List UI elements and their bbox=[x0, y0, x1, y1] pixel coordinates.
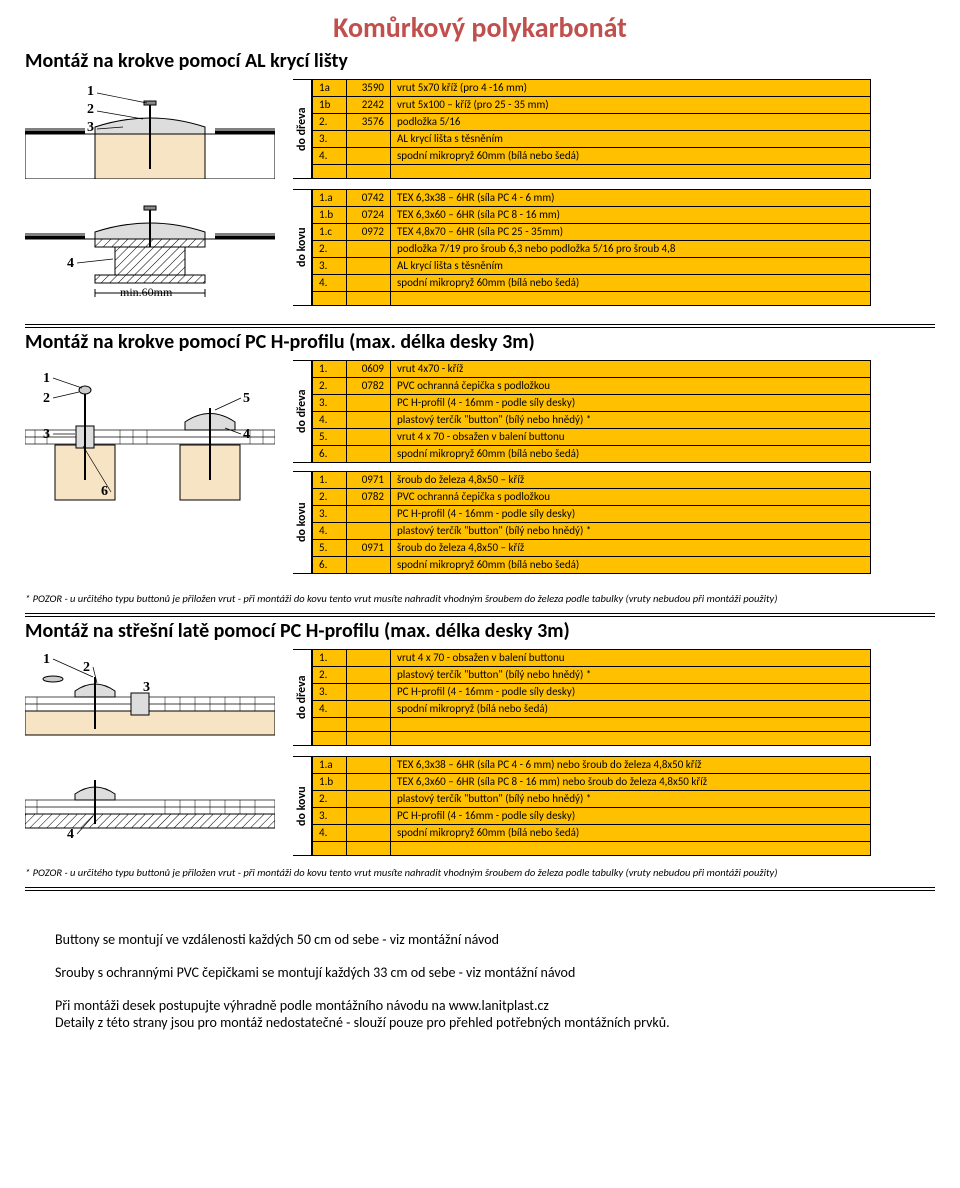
table-row: 2.plastový terčík "button" (bílý nebo hn… bbox=[313, 791, 871, 808]
section3-table-kovu: do kovu 1.aTEX 6,3x38 – 6HR (síla PC 4 -… bbox=[293, 756, 871, 856]
section3-row-kovu: 4 do kovu 1.aTEX 6,3x38 – 6HR (síla PC 4… bbox=[25, 756, 935, 856]
vlabel-kovu: do kovu bbox=[293, 189, 312, 306]
section3-row-dreva: 1 2 3 do dřeva 1.vrut 4 x 70 - obsažen v… bbox=[25, 649, 935, 746]
section1-table-kovu: do kovu 1.a0742TEX 6,3x38 – 6HR (síla PC… bbox=[293, 189, 871, 306]
vlabel-kovu-3: do kovu bbox=[293, 756, 312, 856]
section2-title: Montáž na krokve pomocí PC H-profilu (ma… bbox=[25, 324, 935, 354]
diagram-2: 1 2 3 4 5 6 bbox=[25, 360, 275, 530]
table-row: 1.aTEX 6,3x38 – 6HR (síla PC 4 - 6 mm) n… bbox=[313, 757, 871, 774]
note-3: Při montáži desek postupujte výhradně po… bbox=[55, 997, 905, 1014]
svg-text:2: 2 bbox=[43, 391, 50, 406]
diagram-1b: 4 min.60mm bbox=[25, 189, 275, 314]
svg-text:3: 3 bbox=[87, 120, 94, 135]
note-2: Srouby s ochrannými PVC čepičkami se mon… bbox=[55, 964, 905, 981]
svg-text:3: 3 bbox=[43, 427, 50, 442]
table-row: 4.spodní mikropryž 60mm (bílá nebo šedá) bbox=[313, 275, 871, 292]
note-pozor-2: * POZOR - u určitého typu buttonů je při… bbox=[25, 866, 935, 879]
svg-text:3: 3 bbox=[143, 680, 150, 695]
note-pozor-1: * POZOR - u určitého typu buttonů je při… bbox=[25, 592, 935, 605]
table-row: 2.3576podložka 5/16 bbox=[313, 114, 871, 131]
table-row: 3.PC H-profil (4 - 16mm - podle síly des… bbox=[313, 684, 871, 701]
table-row-empty bbox=[313, 842, 871, 856]
table-row: 3.PC H-profil (4 - 16mm - podle síly des… bbox=[313, 506, 871, 523]
table-row-empty bbox=[313, 732, 871, 746]
vlabel-dreva-2: do dřeva bbox=[293, 360, 312, 463]
table-row: 3.AL krycí lišta s těsněním bbox=[313, 258, 871, 275]
table-row: 2.plastový terčík "button" (bílý nebo hn… bbox=[313, 667, 871, 684]
vlabel-kovu-2: do kovu bbox=[293, 471, 312, 574]
table-row: 1.bTEX 6,3x60 – 6HR (síla PC 8 - 16 mm) … bbox=[313, 774, 871, 791]
section3-table-dreva: do dřeva 1.vrut 4 x 70 - obsažen v balen… bbox=[293, 649, 871, 746]
table-row: 2.0782PVC ochranná čepička s podložkou bbox=[313, 378, 871, 395]
notes-block: Buttony se montují ve vzdálenosti každýc… bbox=[25, 931, 935, 1031]
table-row-empty bbox=[313, 165, 871, 179]
table-row-empty bbox=[313, 718, 871, 732]
table-row: 1a3590vrut 5x70 kříž (pro 4 -16 mm) bbox=[313, 80, 871, 97]
table-row: 6.spodní mikropryž 60mm (bílá nebo šedá) bbox=[313, 557, 871, 574]
svg-text:4: 4 bbox=[243, 427, 250, 442]
svg-text:6: 6 bbox=[101, 484, 108, 499]
page-title: Komůrkový polykarbonát bbox=[25, 10, 935, 45]
svg-text:2: 2 bbox=[87, 102, 94, 117]
table-row: 4.plastový terčík "button" (bílý nebo hn… bbox=[313, 523, 871, 540]
vlabel-dreva: do dřeva bbox=[293, 79, 312, 179]
min60-text: min.60mm bbox=[120, 285, 370, 300]
table-row: 6.spodní mikropryž 60mm (bílá nebo šedá) bbox=[313, 446, 871, 463]
table-row: 4.spodní mikropryž 60mm (bílá nebo šedá) bbox=[313, 825, 871, 842]
svg-text:1: 1 bbox=[87, 84, 94, 99]
table-row: 3.AL krycí lišta s těsněním bbox=[313, 131, 871, 148]
section3-title: Montáž na střešní latě pomocí PC H-profi… bbox=[25, 613, 935, 643]
vlabel-dreva-3: do dřeva bbox=[293, 649, 312, 746]
svg-text:4: 4 bbox=[67, 256, 74, 271]
table-row: 5.0971šroub do železa 4,8x50 – kříž bbox=[313, 540, 871, 557]
table-row: 1.a0742TEX 6,3x38 – 6HR (síla PC 4 - 6 m… bbox=[313, 190, 871, 207]
section2-tables: do dřeva 1.0609vrut 4x70 - kříž2.0782PVC… bbox=[293, 360, 871, 582]
table-row: 3.PC H-profil (4 - 16mm - podle síly des… bbox=[313, 808, 871, 825]
note-4: Detaily z této strany jsou pro montáž ne… bbox=[55, 1014, 905, 1031]
svg-text:1: 1 bbox=[43, 652, 50, 667]
note-1: Buttony se montují ve vzdálenosti každýc… bbox=[55, 931, 905, 948]
table-row: 1.c0972TEX 4,8x70 – 6HR (síla PC 25 - 35… bbox=[313, 224, 871, 241]
table-row: 1.b0724TEX 6,3x60 – 6HR (síla PC 8 - 16 … bbox=[313, 207, 871, 224]
svg-text:4: 4 bbox=[67, 827, 74, 842]
diagram-1a: 1 2 3 bbox=[25, 79, 275, 179]
table-row: 1.0971šroub do železa 4,8x50 – kříž bbox=[313, 472, 871, 489]
section1-title: Montáž na krokve pomocí AL krycí lišty bbox=[25, 49, 935, 73]
table-row-empty bbox=[313, 292, 871, 306]
svg-text:1: 1 bbox=[43, 371, 50, 386]
section1-table-dreva: do dřeva 1a3590vrut 5x70 kříž (pro 4 -16… bbox=[293, 79, 871, 179]
table-row: 1.0609vrut 4x70 - kříž bbox=[313, 361, 871, 378]
table-row: 4.plastový terčík "button" (bílý nebo hn… bbox=[313, 412, 871, 429]
svg-text:5: 5 bbox=[243, 391, 250, 406]
section1-row-dreva: 1 2 3 do dřeva 1a3590vrut 5x70 kříž (pro… bbox=[25, 79, 935, 179]
diagram-3a: 1 2 3 bbox=[25, 649, 275, 739]
diagram-3b: 4 bbox=[25, 756, 275, 846]
table-row: 1.vrut 4 x 70 - obsažen v balení buttonu bbox=[313, 650, 871, 667]
section1-row-kovu: 4 min.60mm do kovu 1.a0742TEX 6,3x38 – 6… bbox=[25, 189, 935, 314]
table-row: 2.0782PVC ochranná čepička s podložkou bbox=[313, 489, 871, 506]
table-row: 4.spodní mikropryž 60mm (bílá nebo šedá) bbox=[313, 148, 871, 165]
section2-row: 1 2 3 4 5 6 do dřeva 1.0609vrut 4x70 - k… bbox=[25, 360, 935, 582]
table-row: 5.vrut 4 x 70 - obsažen v balení buttonu bbox=[313, 429, 871, 446]
table-row: 2.podložka 7/19 pro šroub 6,3 nebo podlo… bbox=[313, 241, 871, 258]
table-row: 3.PC H-profil (4 - 16mm - podle síly des… bbox=[313, 395, 871, 412]
table-row: 1b2242vrut 5x100 – kříž (pro 25 - 35 mm) bbox=[313, 97, 871, 114]
table-row: 4.spodní mikropryž (bílá nebo šedá) bbox=[313, 701, 871, 718]
